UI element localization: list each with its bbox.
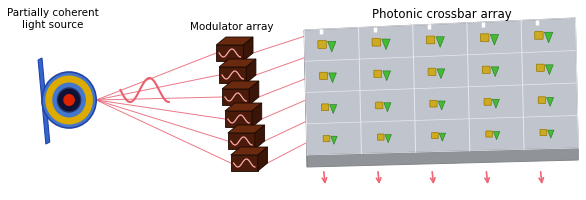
Polygon shape — [304, 30, 307, 167]
Text: Modulator array: Modulator array — [190, 22, 274, 32]
Polygon shape — [492, 99, 499, 108]
FancyBboxPatch shape — [323, 136, 330, 142]
Bar — [219, 67, 246, 83]
FancyBboxPatch shape — [321, 104, 329, 111]
FancyBboxPatch shape — [430, 100, 437, 107]
Polygon shape — [38, 58, 50, 144]
Circle shape — [57, 88, 81, 112]
Polygon shape — [436, 37, 444, 47]
FancyBboxPatch shape — [372, 38, 380, 46]
FancyBboxPatch shape — [539, 97, 546, 103]
Polygon shape — [439, 133, 445, 141]
Polygon shape — [246, 59, 256, 83]
Text: Partially coherent
light source: Partially coherent light source — [7, 8, 98, 30]
FancyBboxPatch shape — [540, 129, 547, 136]
Polygon shape — [252, 103, 262, 127]
Polygon shape — [547, 130, 554, 138]
FancyBboxPatch shape — [481, 34, 489, 42]
Polygon shape — [216, 37, 253, 45]
FancyBboxPatch shape — [426, 36, 435, 44]
Polygon shape — [437, 69, 445, 79]
FancyBboxPatch shape — [534, 32, 543, 39]
Polygon shape — [258, 147, 268, 171]
FancyBboxPatch shape — [428, 68, 436, 75]
Bar — [228, 133, 255, 149]
Polygon shape — [382, 39, 390, 50]
Polygon shape — [330, 105, 337, 113]
FancyBboxPatch shape — [484, 99, 491, 105]
FancyBboxPatch shape — [432, 132, 438, 139]
Polygon shape — [255, 125, 265, 149]
Polygon shape — [307, 148, 578, 167]
Polygon shape — [438, 101, 445, 110]
FancyBboxPatch shape — [319, 72, 328, 79]
Polygon shape — [491, 67, 499, 77]
Polygon shape — [490, 34, 499, 45]
Polygon shape — [544, 32, 553, 43]
FancyBboxPatch shape — [482, 66, 490, 73]
FancyBboxPatch shape — [536, 64, 544, 71]
Polygon shape — [546, 65, 553, 75]
Polygon shape — [331, 136, 337, 144]
Polygon shape — [222, 81, 259, 89]
Text: Photonic crossbar array: Photonic crossbar array — [372, 8, 512, 21]
Polygon shape — [328, 41, 336, 52]
Polygon shape — [384, 103, 391, 112]
Circle shape — [42, 72, 96, 128]
FancyBboxPatch shape — [318, 41, 326, 48]
Polygon shape — [547, 97, 554, 106]
Polygon shape — [385, 135, 391, 143]
Bar — [231, 155, 258, 171]
Polygon shape — [231, 147, 268, 155]
Circle shape — [63, 94, 75, 106]
Polygon shape — [304, 18, 578, 155]
Bar — [225, 111, 252, 127]
Polygon shape — [249, 81, 259, 105]
Polygon shape — [493, 132, 500, 140]
Bar — [222, 89, 249, 105]
Polygon shape — [219, 59, 256, 67]
Bar — [216, 45, 243, 61]
FancyBboxPatch shape — [377, 134, 384, 140]
FancyBboxPatch shape — [374, 70, 381, 77]
Polygon shape — [329, 73, 336, 83]
FancyBboxPatch shape — [486, 131, 492, 137]
Polygon shape — [228, 125, 265, 133]
Polygon shape — [225, 103, 262, 111]
FancyBboxPatch shape — [376, 102, 383, 109]
Polygon shape — [383, 71, 391, 81]
Polygon shape — [243, 37, 253, 61]
